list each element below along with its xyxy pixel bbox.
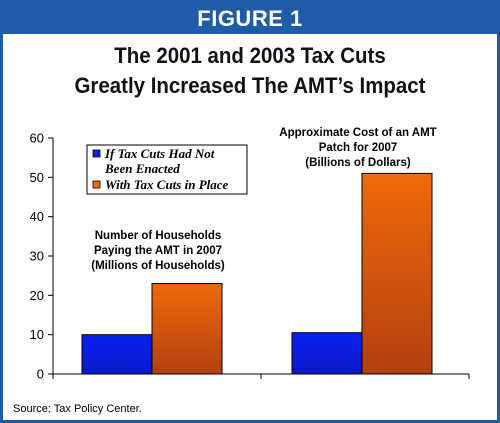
y-tick-label: 0 <box>37 367 44 382</box>
bar-without-tax-cuts-1 <box>81 334 153 375</box>
legend-label: If Tax Cuts Had Not <box>104 146 215 161</box>
y-tick-label: 10 <box>30 327 44 342</box>
chart-title-line-1: The 2001 and 2003 Tax Cuts <box>114 43 386 68</box>
bar-with-tax-cuts-2 <box>361 172 433 375</box>
chart-title: The 2001 and 2003 Tax Cuts Greatly Incre… <box>20 41 479 101</box>
y-tick-label: 50 <box>30 170 44 185</box>
y-tick-label: 60 <box>30 131 44 146</box>
legend-label: With Tax Cuts in Place <box>105 177 229 192</box>
bar-chart: 0 10 20 30 40 50 60 Number of Households Paying … <box>30 127 470 382</box>
legend-swatch <box>92 180 101 189</box>
category-annotation-1: (Millions of Households) <box>91 260 225 272</box>
category-annotation-2: Patch for 2007 <box>319 142 398 154</box>
legend-label: Been Enacted <box>104 161 180 176</box>
category-annotation-2: (Billions of Dollars) <box>305 157 411 169</box>
legend-box <box>86 144 248 195</box>
category-annotation-1: Number of Households <box>95 230 222 242</box>
figure-banner: FIGURE 1 <box>3 3 497 34</box>
source-note: Source: Tax Policy Center. <box>13 403 142 415</box>
y-tick-label: 40 <box>30 209 44 224</box>
category-annotation-2: Approximate Cost of an AMT <box>279 127 436 139</box>
y-tick-label: 20 <box>30 288 44 303</box>
legend-swatch <box>92 149 101 158</box>
y-tick-label: 30 <box>30 249 44 264</box>
chart-title-line-2: Greatly Increased The AMT’s Impact <box>74 73 426 98</box>
bar-without-tax-cuts-2 <box>291 332 363 375</box>
category-annotation-1: Paying the AMT in 2007 <box>94 245 222 257</box>
bar-with-tax-cuts-1 <box>151 283 223 375</box>
